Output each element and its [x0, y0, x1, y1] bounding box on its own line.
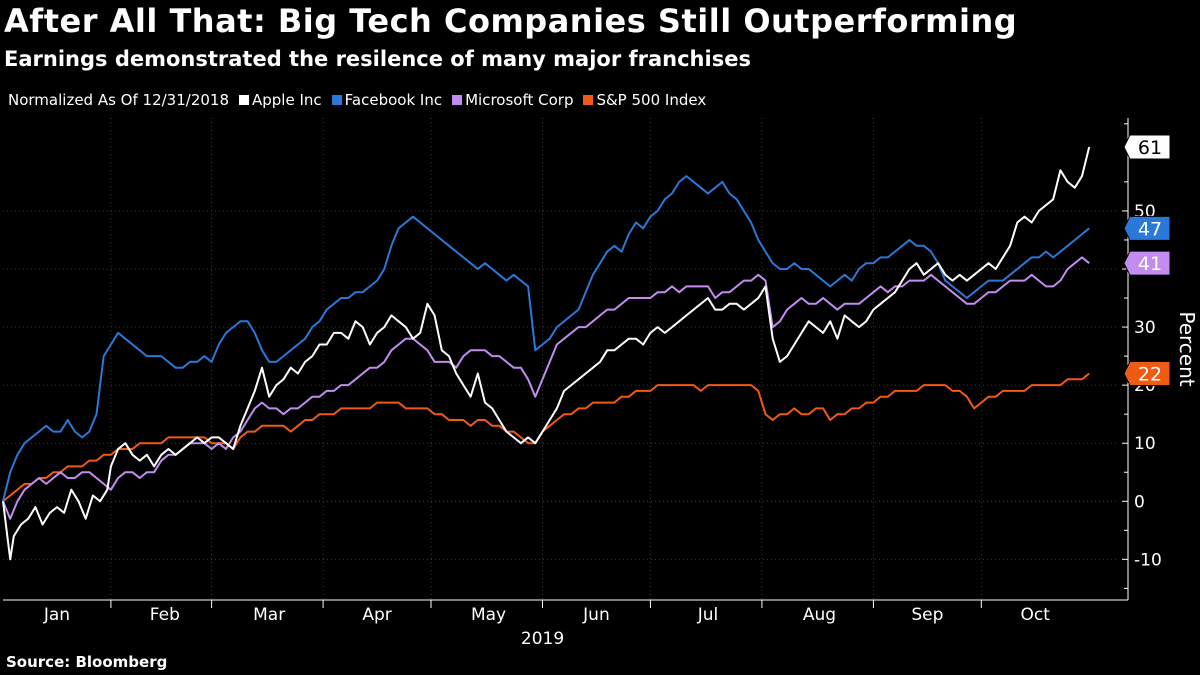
y-tick-label: 0	[1134, 492, 1145, 512]
series-line-facebook-inc	[2, 175, 1090, 502]
x-tick-label: Mar	[253, 605, 285, 625]
legend-label-facebook: Facebook Inc	[344, 91, 443, 109]
end-value-tag: 41	[1123, 250, 1171, 276]
series-line-apple-inc	[2, 146, 1091, 561]
legend-item-sp500: S&P 500 Index	[583, 91, 706, 109]
legend-swatch-facebook	[331, 95, 342, 105]
x-axis-label: 2019	[521, 629, 564, 649]
y-tick-label: 10	[1134, 434, 1156, 454]
x-tick-label: Jun	[582, 605, 610, 625]
legend-swatch-microsoft	[452, 95, 463, 105]
end-value-tag-shape	[1123, 215, 1171, 241]
x-tick-label: May	[471, 605, 506, 625]
legend-swatch-sp500	[583, 95, 594, 105]
chart-subtitle: Earnings demonstrated the resilence of m…	[4, 47, 751, 71]
legend-item-microsoft: Microsoft Corp	[452, 91, 573, 109]
end-value-label: 47	[1138, 218, 1162, 240]
end-value-tag-shape	[1123, 134, 1171, 160]
end-value-tag: 61	[1123, 134, 1171, 160]
legend-item-apple: Apple Inc	[239, 91, 322, 109]
end-value-label: 41	[1138, 253, 1162, 275]
end-value-tag-shape	[1123, 250, 1171, 276]
x-tick-label: Oct	[1021, 605, 1051, 625]
series-line-microsoft-corp	[2, 256, 1090, 520]
legend-item-facebook: Facebook Inc	[331, 91, 443, 109]
end-value-tag: 22	[1123, 361, 1171, 387]
y-tick-label: 30	[1134, 318, 1156, 338]
end-value-tag-shape	[1123, 361, 1171, 387]
legend-swatch-apple	[239, 95, 249, 105]
y-tick-label: -10	[1134, 550, 1162, 570]
x-tick-label: Apr	[362, 605, 391, 625]
legend-label-apple: Apple Inc	[252, 91, 322, 109]
end-value-tag: 47	[1123, 215, 1171, 241]
chart-title: After All That: Big Tech Companies Still…	[4, 2, 1018, 40]
series-line-s-p-500-index	[2, 372, 1090, 503]
chart-legend: Normalized As Of 12/31/2018 Apple Inc Fa…	[8, 91, 716, 109]
legend-label-sp500: S&P 500 Index	[596, 91, 707, 109]
x-tick-label: Jul	[697, 605, 719, 625]
end-value-label: 61	[1138, 137, 1162, 159]
end-value-label: 22	[1138, 364, 1162, 386]
normalization-note: Normalized As Of 12/31/2018	[8, 91, 229, 109]
x-tick-label: Sep	[911, 605, 943, 625]
source-credit: Source: Bloomberg	[6, 653, 168, 671]
legend-label-microsoft: Microsoft Corp	[465, 91, 574, 109]
x-tick-label: Aug	[803, 605, 836, 625]
x-tick-label: Feb	[150, 605, 180, 625]
x-tick-label: Jan	[43, 605, 70, 625]
y-axis-label: Percent	[1175, 311, 1199, 386]
